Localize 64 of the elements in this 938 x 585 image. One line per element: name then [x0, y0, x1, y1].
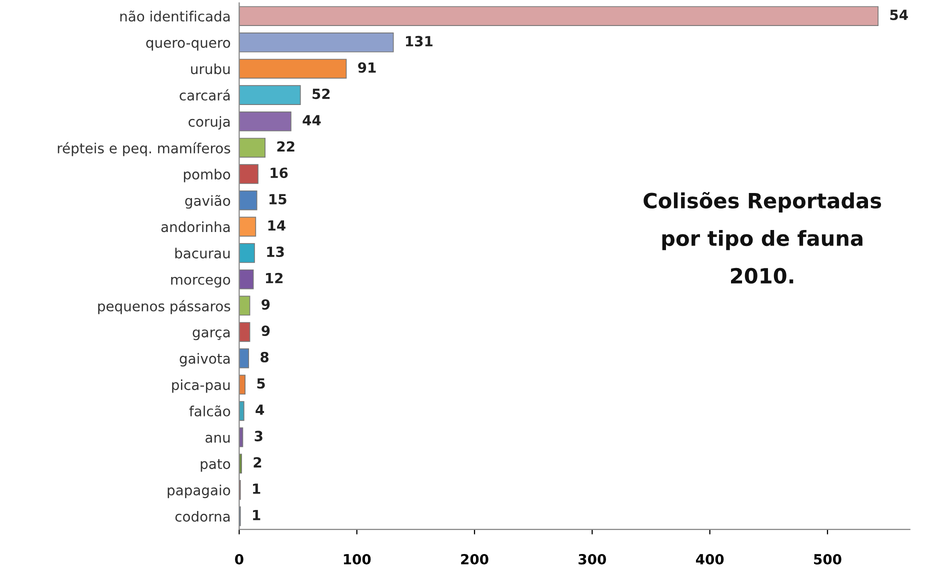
y-tick-label: gaivota — [180, 353, 230, 366]
data-label: 13 — [267, 246, 284, 258]
data-label: 22 — [277, 141, 294, 152]
data-label: 44 — [302, 115, 321, 126]
data-label: 1 — [253, 484, 260, 494]
data-label: 9 — [262, 326, 270, 336]
y-tick-label: coruja — [188, 116, 230, 130]
y-tick-label: carcará — [180, 89, 230, 101]
data-label: 15 — [270, 194, 286, 204]
bar — [239, 58, 347, 79]
data-label: 52 — [312, 88, 330, 100]
data-label: 5 — [257, 378, 265, 389]
x-tick-label: 300 — [578, 554, 606, 564]
y-tick-label: codorna — [175, 510, 230, 522]
data-label: 3 — [254, 430, 262, 442]
data-label: 2 — [254, 457, 262, 468]
data-label: 1 — [253, 510, 260, 520]
y-tick-label: pequenos pássaros — [98, 300, 230, 314]
bar — [239, 401, 244, 421]
bar — [239, 216, 256, 237]
bar — [239, 85, 301, 105]
y-tick-label: répteis e peq. mamíferos — [58, 142, 230, 156]
y-tick-label: andorinha — [161, 221, 230, 232]
y-tick-label: quero-quero — [146, 40, 230, 51]
bar — [239, 348, 250, 368]
data-label: 14 — [268, 220, 286, 231]
x-tick-label: 100 — [344, 554, 371, 564]
y-tick-label: gavião — [185, 194, 230, 209]
bar — [239, 138, 266, 158]
y-tick-label: bacurau — [175, 248, 230, 258]
bar — [239, 6, 879, 26]
bar — [239, 322, 250, 342]
x-tick-label: 200 — [461, 554, 488, 564]
y-tick-label: pica-pau — [172, 379, 230, 393]
y-tick-label: não identificada — [120, 10, 230, 22]
data-label: 16 — [270, 168, 288, 178]
bar — [239, 111, 292, 132]
data-label: 8 — [260, 352, 269, 362]
bar — [239, 296, 250, 316]
data-label: 131 — [406, 36, 432, 46]
y-tick-label: garça — [192, 329, 230, 340]
x-tick-label: 0 — [235, 554, 244, 564]
annotation: 54 — [890, 10, 908, 20]
y-tick-label: pombo — [184, 168, 230, 182]
bar — [239, 164, 258, 184]
text: Colisões Reportadas por tipo de fauna 2010. — [644, 192, 882, 284]
x-tick-label: 400 — [696, 554, 724, 564]
bar — [239, 32, 394, 52]
y-tick-label: pato — [200, 459, 230, 472]
y-tick-label: urubu — [191, 63, 230, 74]
y-tick-label: morcego — [171, 276, 230, 288]
bar — [239, 190, 258, 210]
bar — [239, 374, 246, 395]
data-label: 4 — [256, 404, 264, 415]
y-tick-label: papagaio — [168, 484, 230, 498]
data-label: 12 — [266, 272, 283, 284]
data-label: 9 — [262, 299, 270, 310]
bar — [239, 454, 242, 474]
y-tick-label: anu — [206, 434, 230, 443]
data-label: 91 — [358, 62, 376, 73]
y-tick-label: falcão — [189, 405, 230, 416]
bar — [239, 243, 255, 263]
bar — [239, 269, 254, 290]
x-tick-label: 500 — [814, 554, 842, 564]
